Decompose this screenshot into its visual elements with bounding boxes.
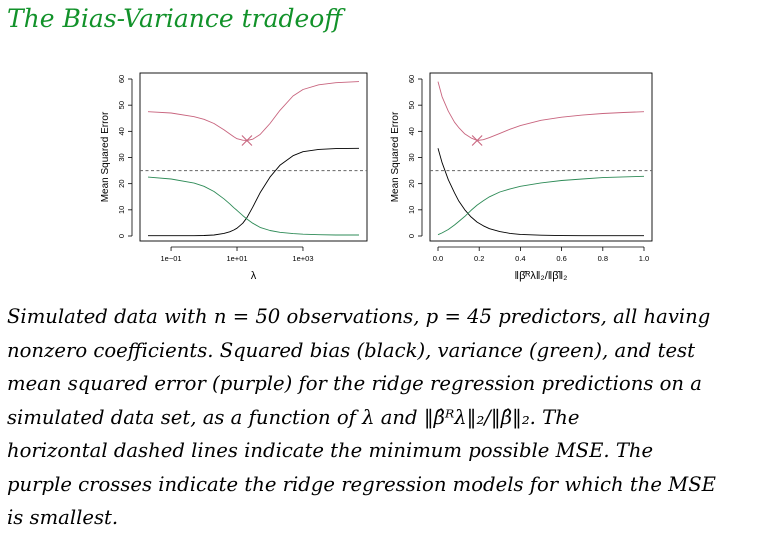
x-tick-label: 1e−01 — [161, 254, 182, 263]
variance-line — [147, 176, 359, 236]
y-tick-label: 20 — [407, 179, 416, 187]
bias-line — [437, 148, 644, 237]
y-tick-label: 10 — [407, 206, 416, 214]
y-tick-label: 60 — [407, 75, 416, 83]
caption-line: horizontal dashed lines indicate the min… — [7, 439, 654, 462]
caption-line: is smallest. — [7, 506, 119, 529]
plot-frame — [139, 72, 368, 242]
caption-line: purple crosses indicate the ridge regres… — [7, 472, 716, 496]
mse-line — [437, 81, 645, 141]
bias-line — [148, 147, 360, 237]
caption-line: mean squared error (purple) for the ridg… — [7, 372, 702, 395]
y-tick-label: 20 — [117, 179, 126, 187]
y-tick-label: 50 — [117, 101, 126, 109]
y-tick-label: 60 — [117, 75, 126, 83]
variance-line — [437, 175, 645, 236]
y-tick-label: 10 — [117, 206, 126, 214]
x-axis-label: λ — [251, 270, 257, 282]
charts-canvas: 0 10 20 30 40 50 60 Mean Squared Error 1e−01 1e+0… — [100, 72, 653, 282]
y-tick-label: 40 — [407, 127, 416, 135]
caption-line: simulated data set, as a function of λ a… — [7, 405, 580, 429]
y-axis-label: Mean Squared Error — [390, 111, 401, 202]
x-tick-label: 0.0 — [433, 254, 443, 263]
x-tick-label: 1e+03 — [292, 254, 313, 263]
y-tick-label: 0 — [117, 234, 126, 238]
y-axis-label: Mean Squared Error — [100, 111, 111, 202]
y-tick-label: 40 — [117, 127, 126, 135]
x-tick-label: 1.0 — [639, 254, 649, 263]
y-tick-label: 0 — [407, 234, 416, 238]
x-axis-label: ‖β̂ᴿλ‖₂/‖β̂‖₂ — [515, 270, 568, 282]
x-tick-label: 1e+01 — [226, 254, 247, 263]
caption-line: nonzero coefficients. Squared bias (blac… — [7, 338, 695, 362]
y-tick-label: 50 — [407, 101, 416, 109]
x-tick-label: 0.4 — [515, 254, 525, 263]
min-mse-cross-marker — [471, 135, 483, 146]
y-tick-label: 30 — [117, 153, 126, 161]
slide-title: The Bias-Variance tradeoff — [7, 4, 343, 33]
x-tick-label: 0.6 — [556, 254, 566, 263]
figure-caption: Simulated data with n = 50 observations,… — [7, 300, 767, 535]
plot-frame — [429, 72, 653, 242]
min-mse-cross-marker — [241, 135, 253, 146]
y-tick-label: 30 — [407, 153, 416, 161]
x-tick-label: 0.8 — [598, 254, 608, 263]
caption-line: Simulated data with n = 50 observations,… — [7, 305, 711, 328]
mse-line — [147, 81, 360, 141]
x-tick-label: 0.2 — [474, 254, 484, 263]
chart-panel-2: 0 10 20 30 40 50 60 Mean Squared Error 0.0 0.2 0.4… — [390, 72, 653, 282]
chart-panel-1: 0 10 20 30 40 50 60 Mean Squared Error 1e−01 1e+0… — [100, 72, 368, 282]
